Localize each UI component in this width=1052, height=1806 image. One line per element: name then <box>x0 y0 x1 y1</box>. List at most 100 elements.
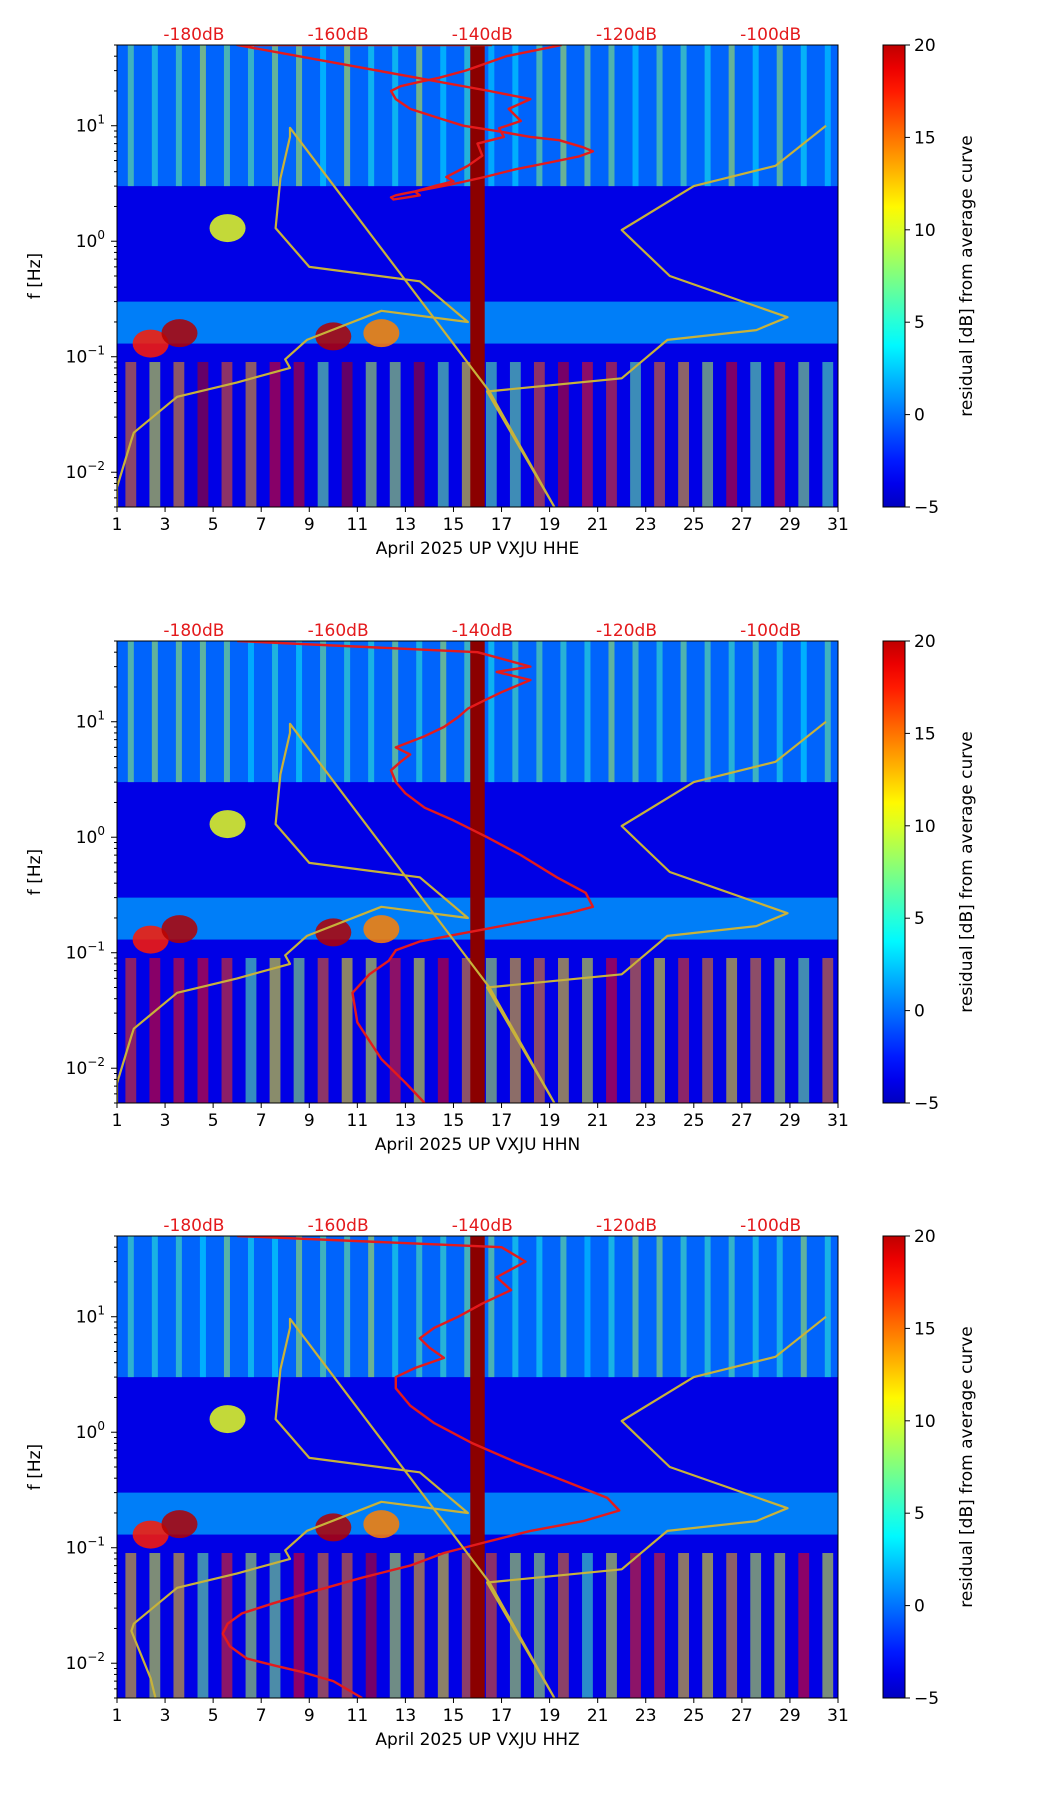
x-tick-label: 21 <box>587 515 609 535</box>
heatmap-day-stripe <box>413 958 425 1103</box>
x-tick-label: 23 <box>635 1706 657 1726</box>
heatmap-day-stripe <box>846 1553 857 1698</box>
heatmap-day-stripe <box>560 45 567 187</box>
heatmap-day-stripe <box>776 641 783 783</box>
heatmap-day-stripe <box>149 362 161 507</box>
mean-residual-curve <box>235 45 595 201</box>
x-tick-label: 25 <box>683 515 705 535</box>
heatmap-day-stripe <box>175 641 182 783</box>
heatmap-day-stripe <box>245 362 257 507</box>
heatmap-day-stripe <box>536 45 543 187</box>
heatmap-day-stripe <box>221 958 233 1103</box>
x-tick-label: 31 <box>827 515 849 535</box>
heatmap-day-stripe <box>223 1236 230 1378</box>
heatmap-day-stripe <box>678 958 689 1103</box>
colorbar-tick-label: 0 <box>914 1002 925 1022</box>
heatmap-day-stripe <box>151 45 158 187</box>
heatmap-day-stripe <box>437 958 449 1103</box>
y-tick-label: 10−2 <box>66 1650 105 1674</box>
y-tick-label: 10−1 <box>66 940 105 964</box>
heatmap-day-stripe <box>320 45 327 187</box>
heatmap-day-stripe <box>608 45 615 187</box>
y-tick-exponent: −1 <box>87 1535 105 1549</box>
heatmap-day-stripe <box>197 958 209 1103</box>
x-tick-label: 7 <box>256 1111 267 1131</box>
heatmap-day-stripe <box>582 362 593 507</box>
y-tick-label: 10−1 <box>66 344 105 368</box>
heatmap-day-stripe <box>726 362 738 507</box>
colorbar-tick-label: 10 <box>914 221 936 241</box>
heatmap-event-blob <box>209 1405 246 1434</box>
heatmap-day-stripe <box>127 45 134 187</box>
heatmap-day-stripe <box>485 1553 497 1698</box>
x-tick-label: 27 <box>731 1111 753 1131</box>
colorbar-gradient <box>882 44 906 508</box>
y-tick-base: 10 <box>76 713 98 733</box>
x-tick-label: 5 <box>208 1706 219 1726</box>
heatmap-day-stripe <box>416 641 423 783</box>
heatmap-day-stripe <box>317 958 329 1103</box>
colorbar-tick-label: 5 <box>914 1504 925 1524</box>
x-tick-label: 9 <box>304 515 315 535</box>
heatmap-day-stripe <box>175 45 182 187</box>
heatmap-day-stripe <box>750 362 762 507</box>
heatmap-day-stripe <box>656 1236 663 1378</box>
heatmap-day-stripe <box>151 641 158 783</box>
x-tick-label: 1 <box>112 1111 123 1131</box>
y-tick-base: 10 <box>76 1423 98 1443</box>
x-tick-label: 11 <box>347 1111 369 1131</box>
x-tick-label: 17 <box>491 1111 513 1131</box>
heatmap-day-stripe <box>272 1236 279 1378</box>
x-tick-label: 31 <box>827 1706 849 1726</box>
heatmap-day-stripe <box>849 1236 855 1377</box>
heatmap-event-blob <box>363 915 400 944</box>
heatmap <box>117 641 855 1103</box>
heatmap-day-stripe <box>173 1553 185 1698</box>
heatmap-day-stripe <box>247 641 254 783</box>
y-tick-base: 10 <box>66 944 88 964</box>
y-tick-label: 10−1 <box>66 1535 105 1559</box>
heatmap-day-stripe <box>849 641 855 782</box>
heatmap-day-stripe <box>461 1553 473 1698</box>
y-tick-base: 10 <box>66 1654 88 1674</box>
x-tick-label: 27 <box>731 515 753 535</box>
colorbar-tick-label: 10 <box>914 817 936 837</box>
heatmap-day-stripe <box>389 1553 401 1698</box>
heatmap-event-blob <box>315 322 352 351</box>
heatmap-day-stripe <box>704 641 711 783</box>
heatmap-day-stripe <box>247 45 254 187</box>
db-scale-label: -120dB <box>596 1216 657 1236</box>
heatmap-day-stripe <box>509 1553 521 1698</box>
heatmap-day-stripe <box>728 45 735 187</box>
y-axis-label: f [Hz] <box>25 1444 45 1490</box>
heatmap-day-stripe <box>632 45 639 187</box>
y-tick-label: 10−2 <box>66 459 105 483</box>
heatmap-day-stripe <box>536 1236 543 1378</box>
heatmap-day-stripe <box>223 641 230 783</box>
heatmap-day-stripe <box>584 45 591 187</box>
heatmap-event-blob <box>363 1510 400 1539</box>
heatmap-day-stripe <box>223 45 230 187</box>
heatmap-day-stripe <box>127 641 134 783</box>
colorbar-tick-label: 20 <box>914 1227 936 1247</box>
heatmap-day-stripe <box>389 958 401 1103</box>
heatmap-day-stripe <box>341 958 353 1103</box>
colorbar-tick-label: −5 <box>914 1689 939 1709</box>
db-scale-label: -180dB <box>163 621 224 641</box>
heatmap-day-stripe <box>149 1553 161 1698</box>
data-gap-column <box>470 641 485 1103</box>
heatmap-day-stripe <box>293 362 305 507</box>
heatmap-day-stripe <box>488 1236 495 1378</box>
heatmap-day-stripe <box>606 958 617 1103</box>
heatmap-day-stripe <box>824 641 831 783</box>
heatmap-day-stripe <box>440 641 447 783</box>
heatmap-day-stripe <box>750 958 762 1103</box>
heatmap-day-stripe <box>800 45 807 187</box>
heatmap-day-stripe <box>464 45 471 187</box>
heatmap-day-stripe <box>849 45 855 186</box>
heatmap-day-stripe <box>175 1236 182 1378</box>
heatmap-event-blob <box>161 1510 198 1539</box>
x-tick-label: 25 <box>683 1706 705 1726</box>
